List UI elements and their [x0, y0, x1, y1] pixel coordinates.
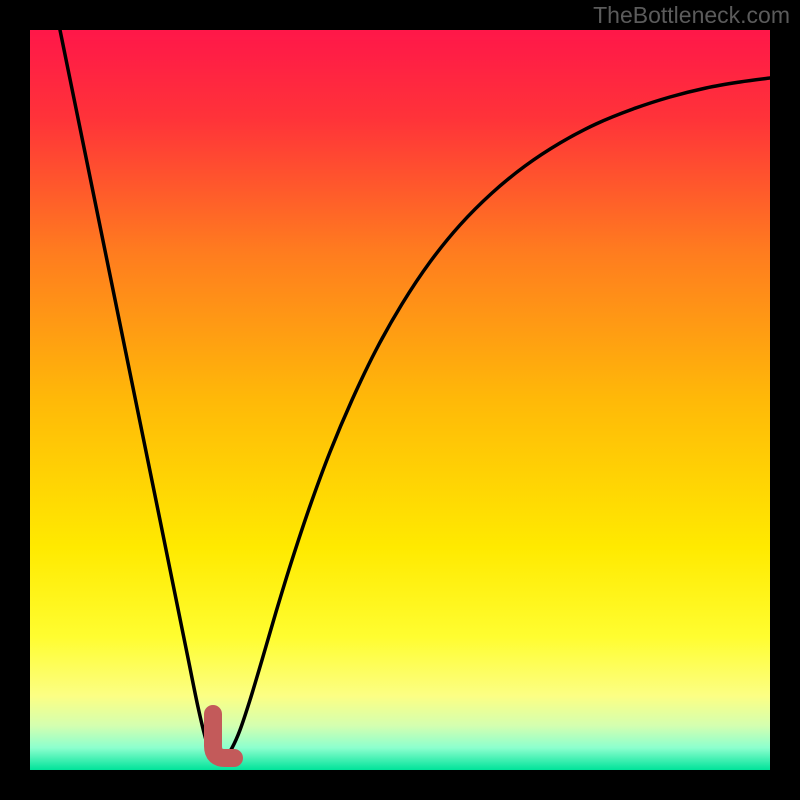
- bottleneck-chart: [0, 0, 800, 800]
- watermark-text: TheBottleneck.com: [593, 2, 790, 29]
- chart-container: TheBottleneck.com: [0, 0, 800, 800]
- gradient-background: [30, 30, 770, 770]
